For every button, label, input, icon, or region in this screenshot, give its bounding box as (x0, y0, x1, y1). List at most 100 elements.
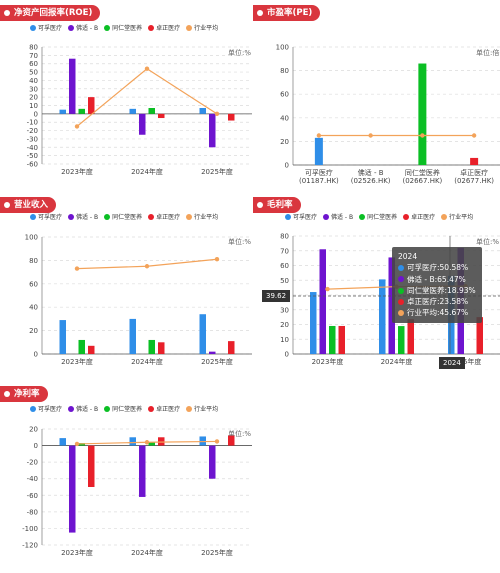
legend-item[interactable]: 卓正医疗 (403, 212, 435, 221)
pe-y-tick-label: 80 (280, 67, 289, 75)
legend-swatch (186, 405, 193, 412)
legend-item[interactable]: 行业平均 (186, 23, 218, 32)
legend-swatch (30, 24, 36, 31)
roe-legend[interactable]: 可孚医疗 佛适 - B 同仁堂医养 卓正医疗 行业平均 (30, 23, 218, 32)
pe-y-tick-label: 20 (280, 138, 289, 146)
tooltip-row: 可孚医疗:50.58% (398, 262, 476, 273)
roe-bar (209, 113, 216, 148)
revenue-avg-point (74, 266, 80, 271)
pe-bar (470, 157, 479, 165)
pe-x-tick-label: 可孚医疗(01187.HK) (299, 168, 339, 185)
roe-y-tick-label: 20 (29, 94, 38, 102)
legend-label: 行业平均 (194, 406, 219, 413)
legend-label: 卓正医疗 (156, 25, 181, 32)
tooltip-dot (398, 310, 404, 317)
legend-item[interactable]: 佛适 - B (68, 212, 98, 221)
legend-item[interactable]: 卓正医疗 (148, 404, 180, 413)
legend-label: 同仁堂医养 (112, 214, 143, 221)
roe-x-tick-label: 2024年度 (131, 167, 163, 176)
gross-y-tick-label: 80 (280, 233, 289, 241)
tooltip-text: 可孚医疗:50.58% (407, 263, 469, 273)
net-y-tick-label: -120 (22, 542, 38, 550)
gross-y-tick-label: 30 (280, 306, 289, 314)
roe-y-tick-label: -50 (27, 152, 38, 160)
legend-item[interactable]: 卓正医疗 (148, 23, 180, 32)
gross-legend[interactable]: 可孚医疗 佛适 - B 同仁堂医养 卓正医疗 行业平均 (285, 212, 473, 221)
legend-item[interactable]: 佛适 - B (68, 23, 98, 32)
tooltip-title: 2024 (398, 252, 418, 261)
legend-item[interactable]: 行业平均 (186, 212, 218, 221)
net-legend[interactable]: 可孚医疗 佛适 - B 同仁堂医养 卓正医疗 行业平均 (30, 404, 218, 413)
gross-y-tick-label: 70 (280, 247, 289, 255)
legend-item[interactable]: 行业平均 (186, 404, 218, 413)
net-bar (148, 442, 155, 446)
tooltip-text: 同仁堂医养:18.93% (407, 285, 476, 295)
legend-label: 同仁堂医养 (112, 25, 143, 32)
legend-swatch (104, 213, 111, 220)
pe-avg-point (420, 133, 425, 138)
revenue-y-tick-label: 80 (29, 257, 38, 265)
legend-item[interactable]: 可孚医疗 (30, 212, 62, 221)
revenue-bar (209, 351, 216, 354)
legend-item[interactable]: 同仁堂医养 (359, 212, 397, 221)
tooltip-text: 行业平均:45.67% (407, 308, 469, 318)
legend-label: 同仁堂医养 (112, 406, 143, 413)
revenue-bar (129, 318, 136, 354)
legend-item[interactable]: 卓正医疗 (148, 212, 180, 221)
legend-swatch (186, 24, 193, 31)
roe-bar (228, 113, 235, 121)
gross-y-tick-label: 20 (280, 321, 289, 329)
gross-bar (338, 325, 345, 354)
legend-swatch (104, 24, 111, 31)
roe-y-tick-label: -30 (27, 135, 38, 143)
net-avg-point (74, 441, 80, 447)
roe-y-tick-label: 60 (29, 60, 38, 68)
pe-x-tick-label: 卓正医疗(02677.HK) (454, 168, 494, 185)
legend-item[interactable]: 可孚医疗 (285, 212, 317, 221)
roe-avg-line (76, 67, 218, 127)
legend-item[interactable]: 佛适 - B (68, 404, 98, 413)
legend-item[interactable]: 同仁堂医养 (104, 404, 142, 413)
pe-bar (314, 137, 323, 165)
revenue-x-tick-label: 2024年度 (131, 357, 163, 366)
legend-swatch (68, 24, 75, 31)
revenue-title-badge: 营业收入 (0, 197, 57, 213)
net-bar (88, 445, 95, 487)
gross-bar (398, 326, 405, 354)
legend-item[interactable]: 可孚医疗 (30, 23, 62, 32)
x-axis-pointer-label: 2024 (439, 357, 465, 369)
legend-label: 佛适 - B (76, 214, 99, 221)
tooltip-row: 行业平均:45.67% (398, 307, 476, 318)
revenue-avg-point (144, 264, 150, 269)
net-bar (228, 435, 235, 446)
legend-swatch (104, 405, 111, 412)
legend-item[interactable]: 行业平均 (441, 212, 473, 221)
gross-bar (379, 279, 386, 354)
roe-unit: 单位:% (228, 49, 252, 57)
legend-label: 行业平均 (194, 25, 219, 32)
legend-label: 佛适 - B (76, 406, 99, 413)
roe-avg-point (144, 66, 150, 71)
pe-x-tick-label: 同仁堂医养(02667.HK) (402, 168, 442, 185)
revenue-y-tick-label: 0 (34, 351, 38, 359)
net-bar (139, 445, 146, 497)
legend-item[interactable]: 可孚医疗 (30, 404, 62, 413)
legend-label: 卓正医疗 (156, 406, 181, 413)
revenue-bar (199, 314, 206, 354)
legend-swatch (30, 213, 36, 220)
revenue-x-tick-label: 2025年度 (201, 357, 233, 366)
gross-tooltip: 2024 可孚医疗:50.58% 佛适 - B:65.47% 同仁堂医养:18.93… (392, 247, 482, 323)
net-x-tick-label: 2024年度 (131, 548, 163, 557)
legend-item[interactable]: 佛适 - B (323, 212, 353, 221)
legend-item[interactable]: 同仁堂医养 (104, 212, 142, 221)
legend-item[interactable]: 同仁堂医养 (104, 23, 142, 32)
tooltip-dot (398, 287, 404, 294)
roe-avg-point (74, 124, 80, 129)
gross-bar (329, 325, 336, 354)
legend-label: 行业平均 (194, 214, 219, 221)
net-y-tick-label: -100 (22, 525, 38, 533)
tooltip-row: 卓正医疗:23.58% (398, 296, 476, 307)
revenue-legend[interactable]: 可孚医疗 佛适 - B 同仁堂医养 卓正医疗 行业平均 (30, 212, 218, 221)
legend-swatch (148, 24, 155, 31)
net-bar (158, 437, 165, 446)
